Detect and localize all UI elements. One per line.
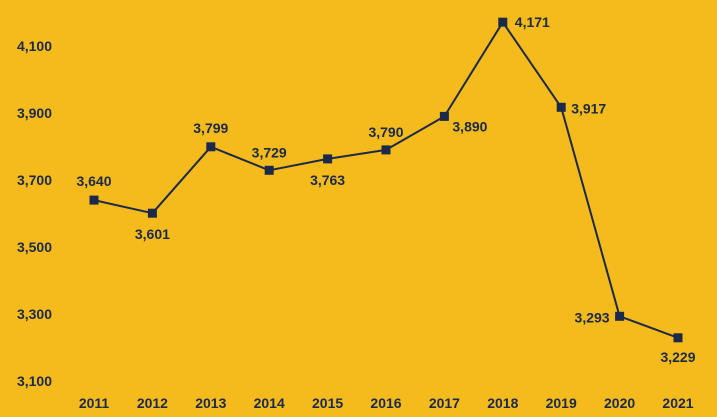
data-marker (615, 311, 625, 321)
data-label: 3,293 (575, 309, 610, 325)
data-marker (89, 195, 99, 205)
x-tick-label: 2014 (254, 395, 285, 411)
y-axis-tick-labels: 3,100 3,300 3,500 3,700 3,900 4,100 (17, 38, 52, 389)
data-label: 3,640 (76, 173, 111, 189)
y-tick-label: 3,500 (17, 239, 52, 255)
data-labels: 3,640 3,601 3,799 3,729 3,763 3,790 3,890 4,171… (76, 14, 695, 365)
x-tick-label: 2018 (487, 395, 518, 411)
data-marker (673, 333, 683, 343)
y-tick-label: 3,300 (17, 306, 52, 322)
x-tick-label: 2021 (662, 395, 693, 411)
data-marker (439, 111, 449, 121)
data-label: 3,799 (193, 120, 228, 136)
data-label: 3,790 (368, 124, 403, 140)
data-marker (556, 102, 566, 112)
data-marker (206, 142, 216, 152)
data-marker (498, 17, 508, 27)
data-label: 3,917 (571, 100, 606, 116)
x-tick-label: 2020 (604, 395, 635, 411)
data-label: 4,171 (515, 14, 550, 30)
x-tick-label: 2016 (370, 395, 401, 411)
data-label: 3,229 (660, 349, 695, 365)
x-tick-label: 2013 (195, 395, 226, 411)
y-tick-label: 3,700 (17, 172, 52, 188)
x-tick-label: 2017 (429, 395, 460, 411)
series-line-group (93, 21, 679, 339)
data-label: 3,890 (452, 118, 487, 134)
y-tick-label: 4,100 (17, 38, 52, 54)
x-tick-label: 2015 (312, 395, 343, 411)
data-label: 3,729 (252, 144, 287, 160)
y-tick-label: 3,900 (17, 105, 52, 121)
data-label: 3,601 (135, 226, 170, 242)
data-label: 3,763 (310, 172, 345, 188)
series-line (93, 21, 679, 339)
data-markers (89, 17, 683, 343)
x-tick-label: 2012 (137, 395, 168, 411)
x-tick-label: 2019 (546, 395, 577, 411)
data-marker (147, 208, 157, 218)
y-tick-label: 3,100 (17, 373, 52, 389)
x-tick-label: 2011 (79, 395, 110, 411)
x-axis-tick-labels: 2011 2012 2013 2014 2015 2016 2017 2018 2019 2020… (79, 395, 694, 411)
data-marker (264, 165, 274, 175)
data-marker (323, 154, 333, 164)
data-marker (381, 145, 391, 155)
